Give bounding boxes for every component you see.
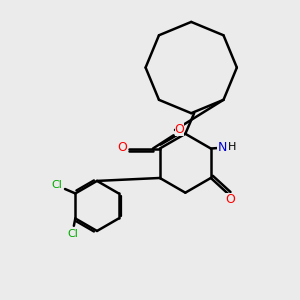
Text: Cl: Cl xyxy=(51,180,62,190)
Text: O: O xyxy=(225,193,235,206)
Text: O: O xyxy=(175,124,184,136)
Text: Cl: Cl xyxy=(67,229,78,239)
Text: N: N xyxy=(217,141,227,154)
Text: H: H xyxy=(228,142,236,152)
Text: O: O xyxy=(117,141,127,154)
